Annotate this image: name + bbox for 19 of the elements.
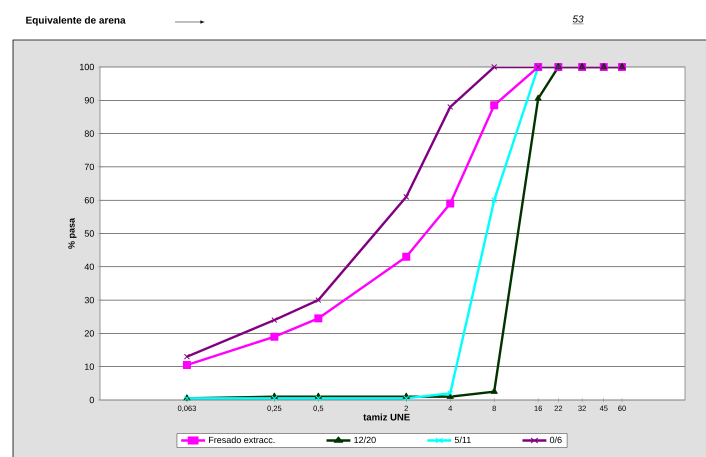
legend-label: 5/11 (454, 436, 471, 444)
y-tick-label: 60 (84, 197, 94, 204)
y-tick-label: 90 (84, 97, 94, 104)
y-tick-label: 50 (84, 230, 94, 237)
y-tick-label: 100 (80, 64, 94, 70)
y-tick-label: 40 (84, 264, 94, 270)
y-tick-label: 70 (84, 164, 94, 170)
y-tick-label: 80 (84, 130, 94, 137)
y-tick-label: 10 (85, 363, 94, 370)
text: 53 (572, 15, 584, 23)
y-axis-title: % pasa (68, 218, 76, 249)
legend-label: 0/6 (550, 436, 562, 444)
y-tick-label: 20 (84, 330, 94, 337)
y-tick-label: 0 (90, 396, 94, 404)
legend-label: 12/20 (354, 436, 376, 444)
x-axis-title: tamiz UNE (363, 414, 410, 420)
y-tick-label: 30 (84, 296, 94, 304)
chart-title: Equivalente de arena (26, 16, 126, 26)
legend-label: Fresado extracc. (209, 436, 274, 444)
